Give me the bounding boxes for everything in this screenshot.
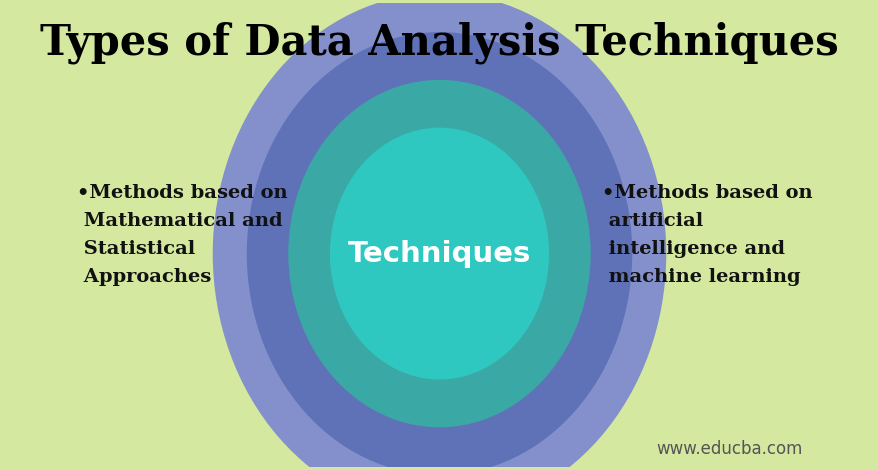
Ellipse shape: [212, 0, 666, 470]
Ellipse shape: [288, 80, 590, 427]
Text: Techniques: Techniques: [348, 240, 530, 267]
Text: •Methods based on
 artificial
 intelligence and
 machine learning: •Methods based on artificial intelligenc…: [601, 184, 812, 286]
Ellipse shape: [329, 128, 549, 380]
Text: www.educba.com: www.educba.com: [655, 440, 802, 458]
Ellipse shape: [247, 32, 631, 470]
Text: •Methods based on
 Mathematical and
 Statistical
 Approaches: •Methods based on Mathematical and Stati…: [76, 184, 287, 286]
Text: Types of Data Analysis Techniques: Types of Data Analysis Techniques: [40, 21, 838, 64]
